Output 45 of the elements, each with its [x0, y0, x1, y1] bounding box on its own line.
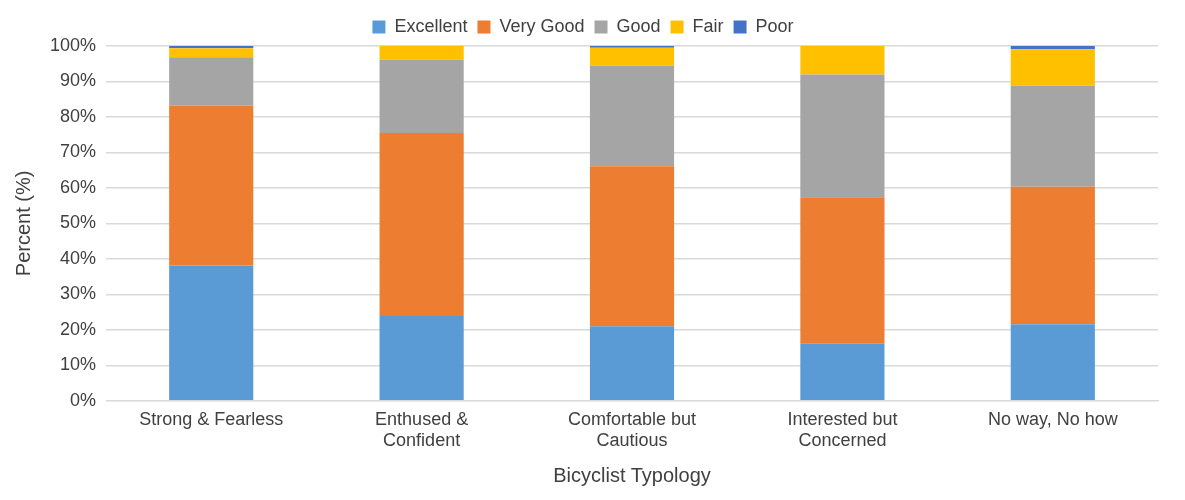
bar	[589, 65, 675, 167]
y-tick-label: 60%	[60, 176, 97, 197]
bar	[1010, 85, 1095, 187]
bar	[800, 74, 885, 198]
y-tick-label: 20%	[60, 318, 97, 339]
x-axis-title: Bicyclist Typology	[553, 463, 711, 486]
y-tick-label: 40%	[60, 247, 97, 268]
legend-label: Very Good	[499, 15, 585, 36]
x-tick-label: Comfortable but Cautious	[567, 408, 697, 451]
y-tick-label: 80%	[60, 105, 97, 126]
legend-label: Poor	[755, 15, 794, 36]
bar	[169, 265, 254, 401]
x-tick-label: Interested but Concerned	[787, 408, 898, 451]
bar	[800, 46, 885, 75]
y-tick-label: 70%	[60, 141, 97, 162]
y-tick-label: 30%	[60, 283, 97, 304]
bar	[589, 166, 675, 327]
y-tick-label: 100%	[49, 34, 97, 55]
bar	[589, 326, 675, 401]
bar	[169, 57, 254, 106]
bar	[589, 47, 675, 66]
bar	[800, 343, 885, 401]
bar	[169, 46, 254, 49]
bar	[1010, 46, 1095, 50]
y-axis-title: Percent (%)	[11, 170, 34, 277]
y-tick-label: 90%	[60, 70, 97, 91]
x-tick-label: Strong & Fearless	[139, 408, 284, 429]
legend-label: Good	[616, 15, 661, 36]
bar	[379, 316, 464, 401]
x-tick-label: No way, No how	[987, 408, 1119, 429]
bar	[169, 105, 254, 266]
bar	[1010, 186, 1095, 325]
bar	[800, 197, 885, 344]
y-tick-label: 50%	[60, 212, 97, 233]
bar	[379, 132, 464, 316]
bar	[379, 59, 464, 133]
legend-label: Fair	[692, 15, 724, 36]
y-tick-label: 0%	[70, 389, 97, 410]
legend-label: Excellent	[394, 15, 468, 36]
bar	[379, 46, 464, 60]
x-tick-label: Enthused & Confident	[375, 408, 469, 451]
y-tick-label: 10%	[60, 354, 97, 375]
bar	[1010, 49, 1095, 86]
bar	[169, 48, 254, 58]
bar	[1010, 324, 1095, 401]
